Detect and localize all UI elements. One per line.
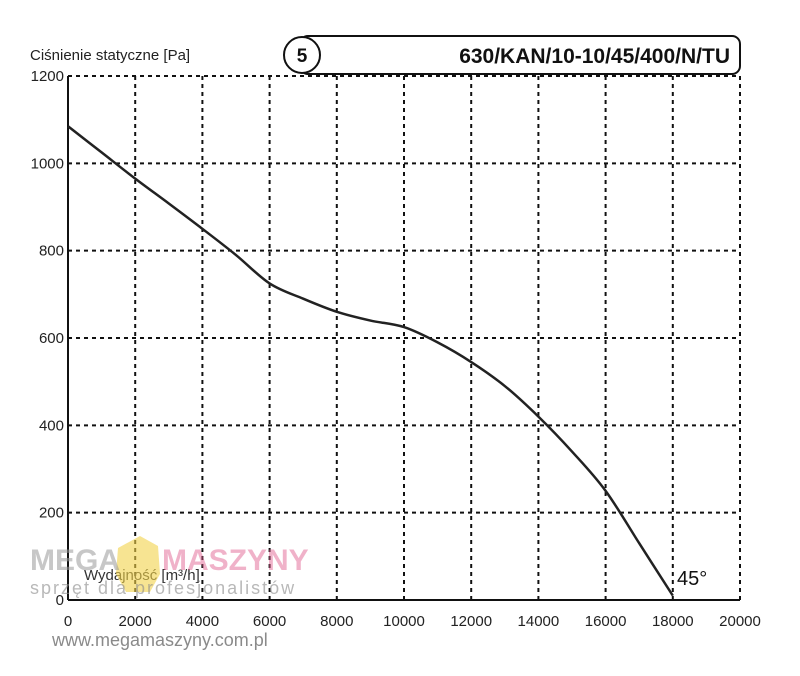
y-tick-label: 600 — [39, 330, 64, 347]
x-tick-label: 14000 — [518, 613, 560, 630]
x-tick-label: 0 — [64, 613, 72, 630]
axes — [67, 75, 741, 601]
x-tick-label: 10000 — [383, 613, 425, 630]
x-tick-label: 18000 — [652, 613, 694, 630]
badge-number: 5 — [297, 46, 308, 67]
badge-circle — [283, 36, 321, 74]
x-tick-label: 16000 — [585, 613, 627, 630]
watermark-brand-right: MASZYNY — [162, 544, 309, 577]
y-axis-label: Ciśnienie statyczne [Pa] — [30, 47, 190, 64]
angle-annotation: 45° — [677, 568, 707, 590]
x-tick-label: 8000 — [320, 613, 353, 630]
y-tick-label: 1200 — [31, 68, 64, 85]
x-tick-label: 2000 — [119, 613, 152, 630]
chart-title: 630/KAN/10-10/45/400/N/TU — [459, 45, 730, 68]
title-box: 5 630/KAN/10-10/45/400/N/TU — [283, 35, 741, 75]
y-tick-labels: 0 200 400 600 800 1000 1200 — [31, 68, 64, 609]
watermark-brand-left: MEGA — [30, 544, 120, 577]
grid — [68, 76, 740, 600]
series-line — [67, 125, 674, 597]
x-tick-label: 4000 — [186, 613, 219, 630]
watermark: MEGA MASZYNY sprzęt dla profesjonalistów… — [30, 536, 309, 650]
watermark-logo — [116, 536, 160, 592]
x-tick-label: 20000 — [719, 613, 761, 630]
x-tick-label: 12000 — [450, 613, 492, 630]
watermark-tagline: sprzęt dla profesjonalistów — [30, 578, 296, 598]
y-tick-label: 800 — [39, 243, 64, 260]
y-tick-label: 0 — [56, 592, 64, 609]
watermark-url: www.megamaszyny.com.pl — [51, 630, 268, 650]
y-tick-label: 200 — [39, 505, 64, 522]
x-tick-labels: 0 2000 4000 6000 8000 10000 12000 14000 16000 180… — [64, 613, 761, 630]
y-tick-label: 400 — [39, 417, 64, 434]
y-tick-label: 1000 — [31, 155, 64, 172]
x-tick-label: 6000 — [253, 613, 286, 630]
